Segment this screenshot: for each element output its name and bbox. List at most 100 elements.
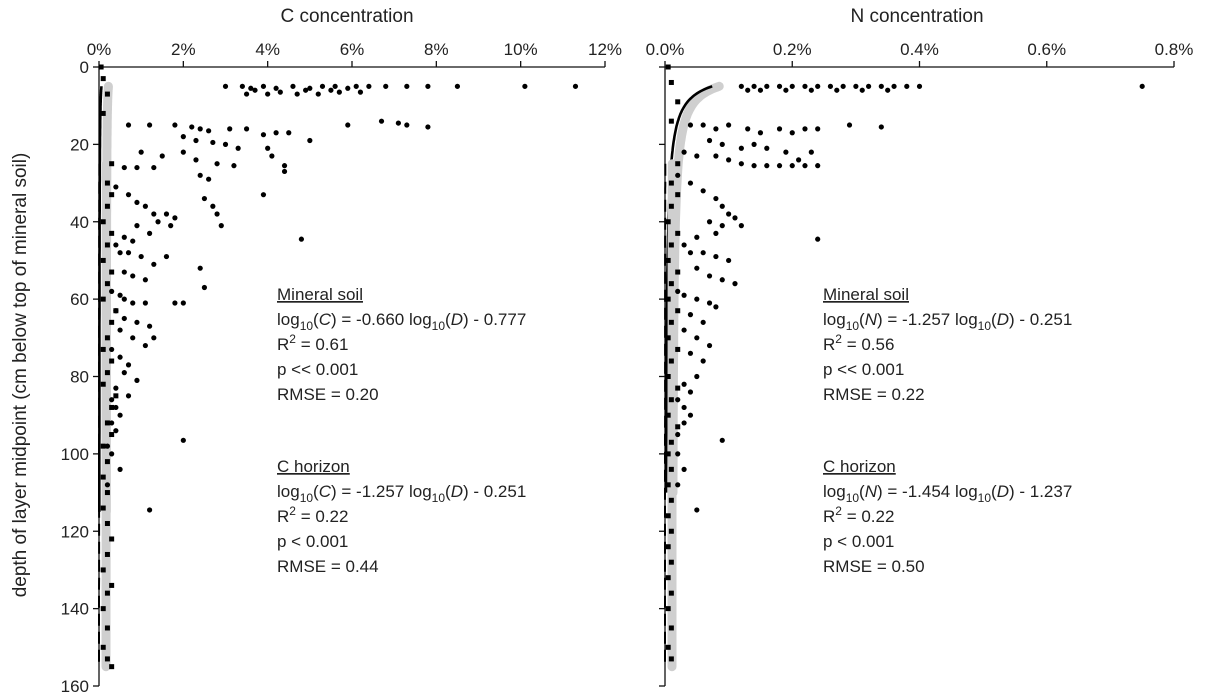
mineral-soil-point bbox=[738, 145, 744, 151]
mineral-soil-point bbox=[878, 124, 884, 130]
mineral-soil-point bbox=[853, 83, 859, 89]
mineral-soil-point bbox=[719, 141, 725, 147]
x-tick-label: 12% bbox=[588, 40, 622, 59]
c-horizon-point bbox=[668, 625, 674, 631]
c-horizon-point bbox=[100, 110, 106, 116]
c-horizon-point bbox=[104, 551, 110, 557]
c-panel-title: C concentration bbox=[280, 6, 413, 27]
mineral-soil-point bbox=[878, 83, 884, 89]
chorizon-equation: log10(C) = -1.257 log10(D) - 0.251 bbox=[277, 482, 526, 505]
mineral-soil-point bbox=[675, 172, 681, 178]
mineral-soil-point bbox=[706, 342, 713, 349]
mineral-soil-point bbox=[757, 130, 764, 136]
mineral-soil-point bbox=[117, 412, 123, 418]
mineral-soil-point bbox=[713, 253, 719, 260]
mineral-soil-point bbox=[307, 137, 313, 144]
c-horizon-point bbox=[109, 319, 115, 325]
y-tick-label: 40 bbox=[70, 213, 89, 232]
y-axis-title: depth of layer midpoint (cm below top of… bbox=[10, 153, 31, 598]
mineral-soil-point bbox=[248, 85, 254, 91]
c-horizon-point bbox=[109, 432, 115, 438]
mineral-soil-point bbox=[227, 126, 233, 132]
mineral-soil-point bbox=[142, 203, 148, 209]
mineral-annotation-title: Mineral soil bbox=[277, 285, 363, 304]
c-horizon-point bbox=[104, 370, 110, 376]
c-horizon-point bbox=[109, 230, 115, 236]
chorizon-annotation-title: C horizon bbox=[823, 457, 896, 476]
mineral-soil-point bbox=[687, 389, 694, 395]
mineral-soil-point bbox=[719, 203, 725, 209]
chorizon-equation: log10(N) = -1.454 log10(D) - 1.237 bbox=[823, 482, 1072, 505]
c-horizon-point bbox=[100, 257, 106, 263]
c-horizon-point bbox=[109, 192, 115, 198]
mineral-soil-point bbox=[681, 420, 687, 426]
mineral-soil-point bbox=[197, 265, 203, 271]
mineral-soil-point bbox=[808, 87, 814, 93]
mineral-soil-point bbox=[687, 312, 694, 318]
mineral-soil-point bbox=[796, 157, 802, 163]
c-horizon-point bbox=[100, 474, 106, 480]
c-horizon-point bbox=[98, 64, 104, 70]
mineral-soil-point bbox=[885, 87, 891, 93]
mineral-soil-point bbox=[134, 199, 140, 206]
mineral-soil-point bbox=[866, 83, 872, 89]
mineral-soil-point bbox=[687, 350, 694, 356]
c-panel-axes: 0% 2% 4% 6% 8% 10% 12% 0 20 40 60 80 100 120 140 160 bbox=[61, 40, 622, 696]
y-tick-label: 140 bbox=[61, 600, 89, 619]
mineral-soil-point bbox=[713, 304, 719, 310]
mineral-soil-point bbox=[109, 346, 115, 353]
mineral-soil-point bbox=[265, 91, 271, 97]
mineral-soil-point bbox=[783, 87, 789, 93]
mineral-soil-point bbox=[751, 83, 757, 89]
mineral-soil-point bbox=[694, 335, 700, 341]
x-tick-label: 0.0% bbox=[646, 40, 685, 59]
mineral-soil-point bbox=[764, 145, 770, 151]
c-horizon-point bbox=[668, 358, 674, 364]
mineral-soil-point bbox=[687, 412, 694, 418]
mineral-soil-point bbox=[675, 288, 681, 294]
c-horizon-point bbox=[668, 79, 674, 85]
chorizon-p-value: p < 0.001 bbox=[277, 532, 348, 551]
mineral-soil-point bbox=[789, 130, 795, 136]
c-horizon-point bbox=[109, 664, 115, 670]
c-panel-fit-curves bbox=[98, 81, 113, 672]
mineral-soil-point bbox=[269, 153, 275, 159]
c-horizon-point bbox=[668, 242, 674, 248]
mineral-soil-point bbox=[681, 381, 687, 387]
c-horizon-point bbox=[104, 203, 110, 209]
c-horizon-point bbox=[665, 544, 671, 550]
mineral-soil-point bbox=[222, 141, 229, 147]
c-horizon-point bbox=[100, 219, 106, 225]
c-horizon-point bbox=[668, 497, 674, 503]
c-horizon-point bbox=[104, 335, 110, 341]
mineral-soil-point bbox=[130, 300, 136, 306]
mineral-soil-point bbox=[751, 163, 757, 169]
mineral-soil-point bbox=[681, 149, 687, 155]
x-tick-label: 0.6% bbox=[1027, 40, 1066, 59]
mineral-soil-point bbox=[738, 83, 744, 89]
c-horizon-point bbox=[104, 656, 110, 662]
y-tick-label: 100 bbox=[61, 445, 89, 464]
c-horizon-point bbox=[104, 420, 110, 426]
c-horizon-point bbox=[104, 281, 110, 287]
mineral-soil-point bbox=[719, 437, 725, 443]
mineral-soil-point bbox=[193, 137, 199, 144]
mineral-soil-point bbox=[745, 87, 751, 93]
c-horizon-point bbox=[665, 296, 671, 302]
mineral-soil-point bbox=[130, 273, 136, 279]
mineral-soil-point bbox=[764, 163, 770, 169]
mineral-soil-point bbox=[134, 223, 140, 229]
mineral-soil-point bbox=[117, 292, 123, 298]
c-horizon-point bbox=[675, 99, 681, 105]
c-horizon-point bbox=[100, 346, 106, 352]
mineral-soil-point bbox=[201, 195, 208, 202]
mineral-soil-point bbox=[235, 145, 241, 151]
mineral-soil-point bbox=[277, 89, 283, 95]
c-horizon-point bbox=[100, 296, 106, 302]
mineral-soil-point bbox=[675, 397, 681, 403]
mineral-soil-point bbox=[802, 83, 808, 89]
mineral-soil-point bbox=[732, 215, 738, 221]
mineral-soil-point bbox=[117, 354, 123, 360]
y-tick-label: 0 bbox=[80, 58, 89, 77]
mineral-soil-point bbox=[719, 223, 725, 229]
